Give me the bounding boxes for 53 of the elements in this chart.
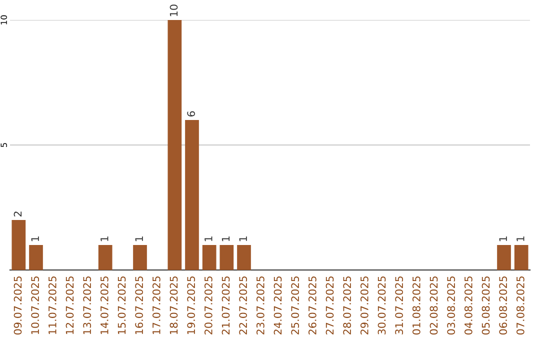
x-tick-label: 31.07.2025 xyxy=(395,276,404,334)
data-label: 1 xyxy=(31,236,39,242)
bar xyxy=(98,245,112,270)
data-label: 1 xyxy=(100,236,108,242)
bar xyxy=(514,245,528,270)
x-tick-label: 01.08.2025 xyxy=(412,276,420,335)
x-tick-label: 12.07.2025 xyxy=(66,276,74,334)
data-label: 2 xyxy=(14,212,22,216)
data-label: 1 xyxy=(239,236,247,242)
x-tick-label: 11.07.2025 xyxy=(48,276,56,334)
x-tick-label: 23.07.2025 xyxy=(256,276,264,334)
x-tick-label: 20.07.2025 xyxy=(204,276,212,334)
x-tick-label: 28.07.2025 xyxy=(343,276,352,334)
data-label: 1 xyxy=(135,236,143,242)
data-label: 1 xyxy=(516,236,524,242)
bar xyxy=(29,245,43,270)
bar xyxy=(220,245,234,270)
x-tick-label: 22.07.2025 xyxy=(239,276,248,334)
x-tick-label: 16.07.2025 xyxy=(135,276,144,334)
x-tick-label: 02.08.2025 xyxy=(430,276,438,335)
data-label: 1 xyxy=(499,236,507,242)
data-label: 1 xyxy=(222,236,230,242)
x-tick-label: 29.07.2025 xyxy=(360,276,368,334)
x-tick-label: 06.08.2025 xyxy=(499,276,508,335)
x-tick-label: 09.07.2025 xyxy=(14,276,22,335)
x-tick-label: 04.08.2025 xyxy=(464,276,472,335)
x-tick-label: 03.08.2025 xyxy=(447,276,456,335)
bar xyxy=(497,245,511,270)
bar xyxy=(133,245,147,270)
bar xyxy=(185,120,199,270)
bar xyxy=(12,220,26,270)
x-tick-label: 25.07.2025 xyxy=(291,276,300,334)
x-tick-label: 27.07.2025 xyxy=(326,276,334,334)
x-tick-label: 26.07.2025 xyxy=(308,276,316,334)
x-tick-label: 19.07.2025 xyxy=(187,276,196,334)
x-tick-label: 17.07.2025 xyxy=(152,276,160,334)
x-tick-label: 13.07.2025 xyxy=(83,276,92,334)
bar xyxy=(202,245,216,270)
x-tick-label: 15.07.2025 xyxy=(118,276,126,334)
data-label: 1 xyxy=(204,236,212,242)
x-tick-label: 14.07.2025 xyxy=(100,276,108,334)
data-label: 10 xyxy=(170,4,178,16)
x-tick-label: 21.07.2025 xyxy=(222,276,230,334)
bar xyxy=(168,20,182,270)
x-tick-label: 10.07.2025 xyxy=(31,276,40,334)
data-label: 6 xyxy=(187,111,196,116)
x-tick-label: 30.07.2025 xyxy=(378,276,386,334)
bar xyxy=(237,245,251,270)
y-tick-label: 5 xyxy=(0,143,7,148)
x-tick-label: 24.07.2025 xyxy=(274,276,282,334)
x-tick-label: 05.08.2025 xyxy=(482,276,490,335)
x-tick-label: 07.08.2025 xyxy=(516,276,524,335)
x-tick-label: 18.07.2025 xyxy=(170,276,178,334)
